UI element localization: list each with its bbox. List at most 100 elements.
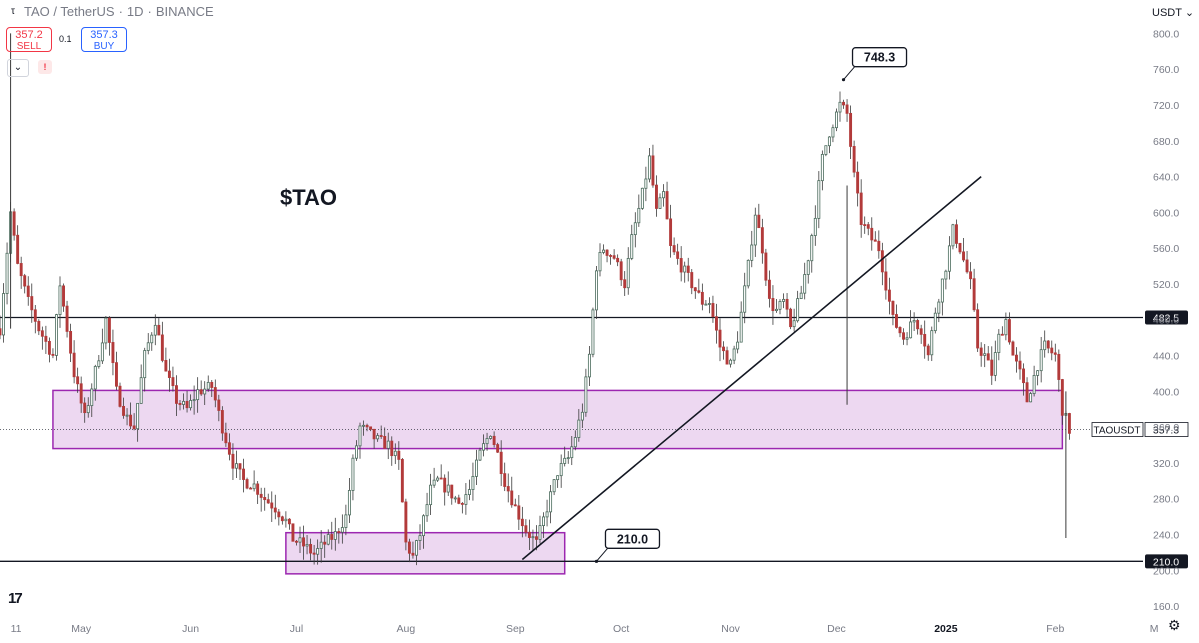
candle-body: [132, 425, 136, 430]
candle-body: [312, 552, 316, 555]
time-axis[interactable]: 11 May Jun Jul Aug Sep Oct Nov Dec 2025 Feb M: [11, 623, 1159, 635]
candle-body: [944, 270, 948, 280]
candle-body: [139, 377, 143, 404]
candle-body: [626, 257, 630, 289]
sell-button[interactable]: 357.2 SELL: [6, 27, 52, 52]
candle-body: [69, 330, 73, 354]
x-tick-label: Aug: [397, 623, 416, 635]
candle-body: [591, 309, 595, 355]
candle-body: [492, 435, 496, 445]
candle-body: [697, 290, 701, 293]
candle-body: [940, 278, 944, 303]
candle-body: [739, 311, 743, 343]
candle-body: [446, 484, 450, 493]
candle-body: [482, 443, 485, 451]
candle-body: [965, 259, 969, 273]
candle-body: [104, 317, 108, 344]
chevron-down-icon[interactable]: ⌄: [7, 59, 29, 77]
buy-label: BUY: [93, 41, 115, 52]
candle-body: [1046, 340, 1050, 349]
candle-body: [12, 211, 16, 236]
candle-body: [178, 403, 182, 405]
candle-body: [1007, 319, 1011, 343]
candle-body: [489, 435, 493, 439]
y-tick-label: 560.0: [1153, 243, 1179, 255]
candle-body: [125, 414, 129, 417]
x-tick-label: Oct: [613, 623, 629, 635]
candle-body: [58, 285, 62, 316]
chevron-down-icon: ⌄: [1184, 7, 1195, 19]
trendline-group[interactable]: [521, 175, 982, 561]
price-axis[interactable]: 160.0 200.0 240.0 280.0 320.0 360.0 400.0 440.0…: [1153, 28, 1179, 613]
candle-body: [933, 312, 937, 332]
candle-body: [849, 112, 853, 147]
candle-body: [192, 399, 196, 402]
candle-body: [792, 320, 796, 328]
x-tick-label: Jul: [290, 623, 303, 635]
candle-body: [245, 479, 249, 489]
candle-body: [559, 463, 563, 477]
candle-body: [803, 274, 807, 294]
candle-body: [47, 340, 51, 355]
candle-body: [775, 308, 778, 312]
candle-body: [19, 263, 23, 277]
candle-body: [379, 435, 383, 437]
gear-icon[interactable]: ⚙: [1168, 617, 1181, 633]
candle-body: [549, 491, 553, 513]
candle-body: [319, 541, 323, 549]
candle-body: [845, 104, 849, 114]
candle-body: [725, 350, 729, 365]
sell-label: SELL: [16, 41, 42, 52]
candle-body: [5, 252, 9, 294]
callout-label: 748.3: [864, 51, 895, 65]
candle-body: [475, 459, 478, 477]
tradingview-logo-icon[interactable]: 17: [8, 590, 23, 607]
candle-body: [838, 101, 842, 113]
candle-body: [347, 490, 351, 516]
line-price-label: 482.5: [1153, 313, 1179, 325]
candle-body: [40, 330, 44, 337]
candle-body: [122, 405, 125, 416]
candle-body: [916, 320, 920, 330]
candle-body: [72, 352, 76, 378]
candle-body: [983, 353, 987, 356]
candle-body: [185, 400, 189, 409]
candle-body: [750, 244, 754, 261]
candle-body: [97, 360, 101, 367]
candle-body: [969, 271, 973, 280]
candle-body: [340, 527, 344, 533]
interval[interactable]: 1D: [126, 4, 144, 19]
candle-body: [1022, 368, 1025, 384]
candle-body: [616, 257, 620, 263]
symbol-header[interactable]: τ TAO / TetherUS · 1D · BINANCE: [6, 4, 214, 19]
candle-body: [90, 388, 94, 407]
candle-body: [806, 260, 810, 275]
warning-icon[interactable]: !: [38, 60, 52, 74]
x-tick-label: Jun: [182, 623, 199, 635]
candle-body: [891, 300, 895, 315]
y-tick-label: 200.0: [1153, 565, 1179, 577]
candle-body: [376, 435, 380, 440]
callouts[interactable]: 748.3 210.0: [594, 47, 908, 563]
candle-body: [65, 305, 69, 332]
candle-body: [295, 540, 298, 543]
y-tick-label: 240.0: [1153, 529, 1179, 541]
buy-button[interactable]: 357.3 BUY: [81, 27, 127, 52]
candle-body: [404, 501, 408, 543]
horizontal-lines[interactable]: 482.5 210.0 TAOUSDT 357.3: [0, 310, 1189, 569]
candle-body: [912, 320, 916, 323]
y-tick-label: 440.0: [1153, 351, 1179, 363]
candle-body: [44, 335, 48, 342]
candle-body: [919, 328, 923, 335]
candle-body: [757, 214, 761, 229]
candle-body: [79, 383, 83, 404]
candle-body: [280, 516, 284, 522]
candle-body: [111, 342, 115, 364]
currency-selector[interactable]: USDT ⌄: [1152, 6, 1194, 19]
candle-body: [566, 457, 570, 460]
candle-body: [813, 217, 817, 236]
candle-body: [506, 486, 510, 492]
candle-body: [478, 449, 482, 461]
